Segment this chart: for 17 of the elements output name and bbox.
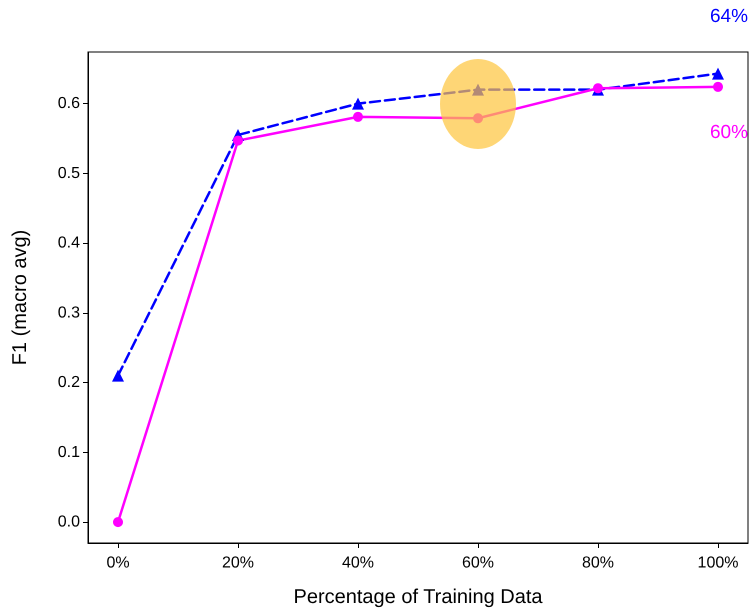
y-axis-title: F1 (macro avg) xyxy=(9,230,31,366)
annotation: 60% xyxy=(710,122,748,144)
y-tick-label: 0.4 xyxy=(58,234,80,252)
y-tick-label: 0.2 xyxy=(58,374,80,392)
x-tick-label: 100% xyxy=(698,554,738,572)
x-tick-label: 20% xyxy=(222,554,254,572)
x-axis-title: Percentage of Training Data xyxy=(293,586,544,608)
y-tick-label: 0.5 xyxy=(58,164,80,182)
x-tick-label: 0% xyxy=(106,554,130,572)
y-tick-label: 0.0 xyxy=(58,514,80,531)
x-tick-label: 60% xyxy=(462,554,494,572)
y-tick-label: 0.6 xyxy=(58,95,80,112)
x-tick-label: 40% xyxy=(342,554,374,572)
y-tick-label: 0.3 xyxy=(58,304,80,322)
y-tick-label: 0.1 xyxy=(58,444,80,461)
text: 64% xyxy=(710,6,748,28)
x-tick-label: 80% xyxy=(582,554,614,572)
